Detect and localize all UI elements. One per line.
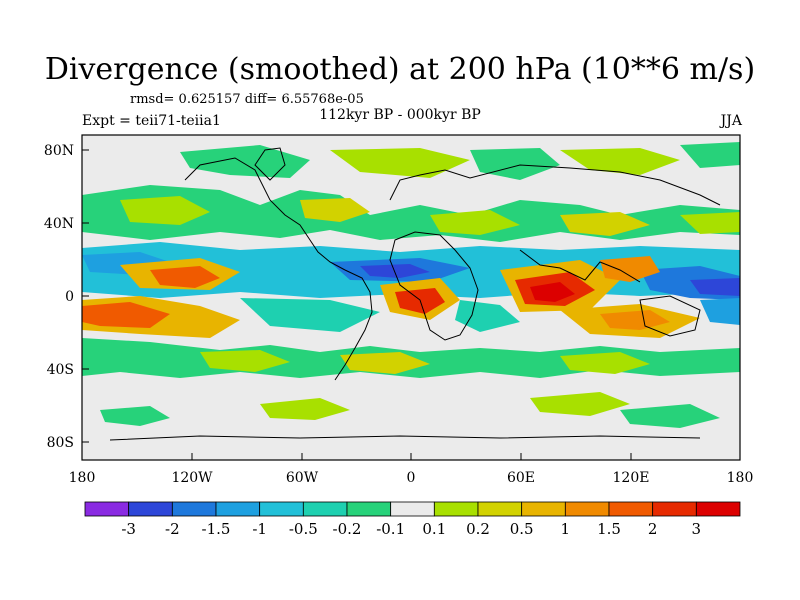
field-contour — [600, 256, 660, 282]
colorbar-swatch — [259, 501, 304, 517]
lat-tick-label: 80S — [47, 435, 74, 451]
field-contour — [530, 282, 575, 302]
colorbar-swatch — [346, 501, 392, 517]
stats-label: rmsd= 0.625157 diff= 6.55768e-05 — [130, 92, 364, 107]
colorbar-swatch — [477, 501, 523, 517]
lon-tick-label: 180 — [69, 470, 96, 486]
colorbar-label: 1.5 — [597, 520, 621, 538]
colorbar-swatch — [390, 501, 435, 517]
field-contour — [455, 300, 520, 332]
lat-tick-label: 40N — [44, 216, 74, 232]
field-contour — [82, 302, 170, 328]
colorbar-label: 0.5 — [510, 520, 534, 538]
field-contour — [690, 278, 740, 296]
field-contour — [120, 196, 210, 225]
colorbar-label: -1.5 — [202, 520, 231, 538]
field-contour — [600, 310, 670, 330]
field-contour — [330, 148, 470, 178]
map-plot — [82, 135, 740, 460]
period-label: 112kyr BP - 000kyr BP — [319, 107, 481, 123]
field-contour — [560, 212, 650, 236]
colorbar-swatch — [521, 501, 566, 517]
coastlines — [109, 147, 721, 441]
colorbar: -3 -2 -1.5 -1 -0.5 -0.2 -0.1 0.1 0.2 0.5 1 1.5 2 3 — [84, 501, 741, 538]
colorbar-swatch — [84, 501, 130, 517]
field-contour — [560, 352, 650, 374]
field-contour — [300, 198, 370, 222]
colorbar-label: -0.5 — [289, 520, 318, 538]
lon-tick-label: 60E — [507, 470, 535, 486]
lon-tick-labels: 180 120W 60W 0 60E 120E 180 — [69, 470, 754, 486]
lat-tick-labels: 80N 40N 0 40S 80S — [44, 143, 74, 451]
field-contour — [530, 392, 630, 416]
colorbar-swatch — [128, 501, 173, 517]
colorbar-swatch — [695, 501, 741, 517]
tick-marks — [82, 149, 740, 460]
colorbar-swatch — [302, 501, 348, 517]
field-contour — [180, 145, 310, 178]
colorbar-label: -2 — [165, 520, 180, 538]
field-contour — [360, 264, 430, 278]
lat-tick-label: 80N — [44, 143, 74, 159]
map-frame — [81, 134, 741, 461]
lon-tick-label: 120W — [171, 470, 213, 486]
colorbar-label: -0.1 — [376, 520, 405, 538]
field-contour — [100, 406, 170, 426]
field-contour — [700, 298, 740, 325]
colorbar-swatch — [433, 501, 479, 517]
lon-tick-label: 0 — [407, 470, 416, 486]
colorbar-swatch — [171, 501, 217, 517]
field-contour — [680, 142, 740, 168]
season-label: JJA — [720, 113, 742, 129]
colorbar-swatch — [215, 501, 261, 517]
colorbar-swatch — [564, 501, 610, 517]
lat-tick-label: 0 — [65, 289, 74, 305]
map-title: Divergence (smoothed) at 200 hPa (10**6 … — [44, 52, 756, 87]
field-contour — [680, 212, 740, 234]
field-contour — [260, 398, 350, 420]
lon-tick-label: 60W — [286, 470, 319, 486]
lat-tick-label: 40S — [47, 362, 74, 378]
field-contour — [620, 404, 720, 428]
colorbar-label: 0.2 — [466, 520, 490, 538]
colorbar-swatch — [608, 501, 654, 517]
experiment-label: Expt = teii71-teiia1 — [82, 113, 221, 129]
field-contour — [430, 210, 520, 235]
field-contour — [150, 266, 220, 288]
field-contour — [560, 148, 680, 175]
field-contour — [340, 352, 430, 374]
colorbar-label: 3 — [692, 520, 702, 538]
lon-tick-label: 180 — [727, 470, 754, 486]
colorbar-swatch — [652, 501, 697, 517]
lon-tick-label: 120E — [613, 470, 650, 486]
colorbar-label: -3 — [121, 520, 136, 538]
colorbar-label: 1 — [561, 520, 571, 538]
colorbar-label: -0.2 — [333, 520, 362, 538]
colorbar-label: 0.1 — [422, 520, 446, 538]
field-contour — [200, 350, 290, 372]
colorbar-label: -1 — [252, 520, 267, 538]
colorbar-label: 2 — [648, 520, 658, 538]
field-contour — [240, 298, 380, 332]
